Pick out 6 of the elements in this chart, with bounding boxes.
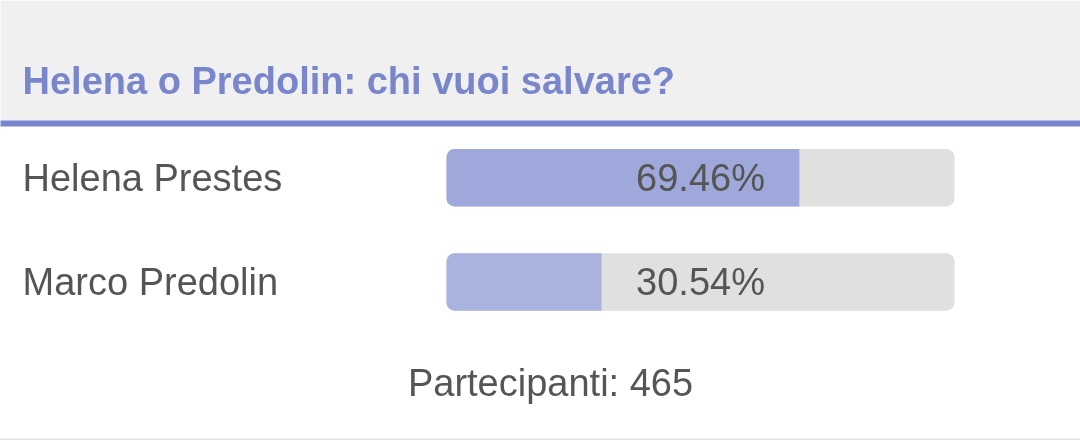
y-tick-label: Marco Predolin xyxy=(22,261,279,303)
data-label: 30.54% xyxy=(636,261,765,303)
text: Partecipanti: 465 xyxy=(407,362,694,405)
chart-title: Helena o Predolin: chi vuoi salvare? xyxy=(22,59,676,102)
y-tick-label: Helena Prestes xyxy=(22,156,283,199)
data-label: 69.46% xyxy=(636,156,765,199)
